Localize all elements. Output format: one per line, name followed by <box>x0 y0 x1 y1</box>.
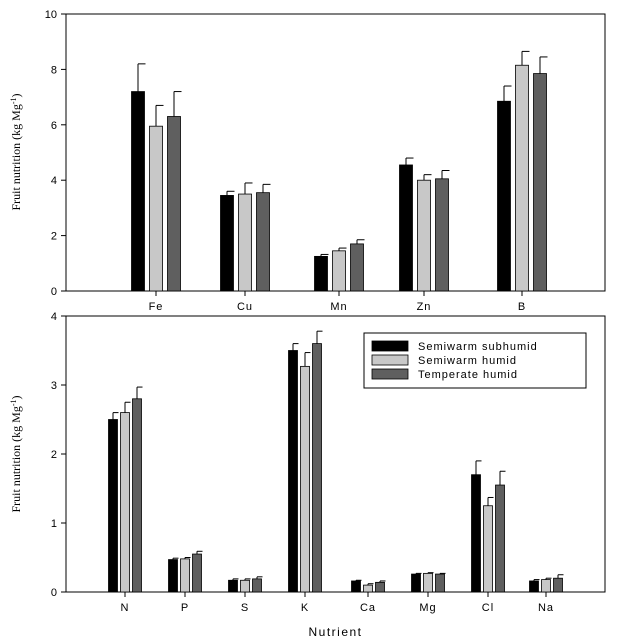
y-tick-label: 0 <box>51 286 57 298</box>
bar-k-series-2 <box>300 365 310 593</box>
bar-p-series-3 <box>192 553 202 593</box>
y-tick-label: 2 <box>51 449 57 461</box>
legend-label-1: Semiwarm subhumid <box>418 341 538 353</box>
bar-fe-series-1 <box>131 91 145 292</box>
x-tick-label-mg: Mg <box>419 602 436 614</box>
x-tick-label-n: N <box>121 602 130 614</box>
bar-mn-series-3 <box>350 243 364 292</box>
y-tick-label: 10 <box>45 9 57 21</box>
bar-na-series-3 <box>553 577 563 593</box>
bar-fe-series-3 <box>167 116 181 292</box>
legend-swatch-2 <box>371 354 409 366</box>
bar-s-series-1 <box>228 579 238 593</box>
bar-mg-series-3 <box>435 573 445 593</box>
bar-mn-series-1 <box>314 255 328 292</box>
y-tick-label: 4 <box>51 175 57 187</box>
bar-b-series-3 <box>533 73 547 292</box>
y-tick-label: 3 <box>51 380 57 392</box>
bar-ca-series-1 <box>351 580 361 593</box>
x-tick-label-cu: Cu <box>237 301 253 313</box>
x-tick-label-ca: Ca <box>360 602 376 614</box>
bar-ca-series-2 <box>363 584 373 593</box>
y-tick-label: 1 <box>51 518 57 530</box>
x-tick-label-b: B <box>518 301 526 313</box>
y-axis-title: Fruit nutrition (kg Mg-1) <box>9 93 23 210</box>
bar-s-series-2 <box>240 579 250 593</box>
bar-n-series-1 <box>108 419 118 593</box>
bar-b-series-1 <box>497 100 511 292</box>
x-axis-title: Nutrient <box>308 625 362 639</box>
y-tick-label: 6 <box>51 120 57 132</box>
bar-n-series-3 <box>132 398 142 593</box>
bar-p-series-1 <box>168 559 178 593</box>
legend-swatch-1 <box>371 340 409 352</box>
bar-cl-series-3 <box>495 484 505 593</box>
bar-ca-series-3 <box>375 581 385 593</box>
chart-panel-1: 0 2 4 6 8 10 Fruit nutrition (kg Mg-1) Fe Cu Mn Zn… <box>9 9 606 313</box>
bar-mg-series-2 <box>423 572 433 593</box>
bar-zn-series-3 <box>435 178 449 292</box>
bar-zn-series-1 <box>399 164 413 292</box>
x-tick-label-cl: Cl <box>482 602 494 614</box>
bar-cl-series-2 <box>483 505 493 593</box>
bar-n-series-2 <box>120 412 130 593</box>
chart-panel-2: 0 1 2 3 4 Fruit nutrition (kg Mg-1) N P S K Ca Mg Cl… <box>9 311 606 639</box>
x-tick-label-p: P <box>181 602 189 614</box>
y-axis-title: Fruit nutrition (kg Mg-1) <box>9 395 23 512</box>
x-tick-label-mn: Mn <box>330 301 347 313</box>
y-tick-label: 0 <box>51 587 57 599</box>
bar-na-series-1 <box>529 580 539 593</box>
bar-b-series-2 <box>515 64 529 292</box>
bar-p-series-2 <box>180 558 190 593</box>
bar-zn-series-2 <box>417 179 431 292</box>
x-tick-label-zn: Zn <box>417 301 432 313</box>
bar-cu-series-1 <box>220 195 234 292</box>
bar-k-series-3 <box>312 343 322 593</box>
legend: Semiwarm subhumid Semiwarm humid Temperate… <box>363 332 587 389</box>
legend-swatch-3 <box>371 368 409 380</box>
bar-mn-series-2 <box>332 250 346 292</box>
bar-cu-series-3 <box>256 192 270 292</box>
x-tick-label-na: Na <box>538 602 554 614</box>
x-tick-label-k: K <box>301 602 309 614</box>
bar-s-series-3 <box>252 578 262 593</box>
y-tick-label: 2 <box>51 231 57 243</box>
y-tick-label: 4 <box>51 311 57 323</box>
x-tick-label-s: S <box>241 602 249 614</box>
bar-mg-series-1 <box>411 573 421 593</box>
bar-fe-series-2 <box>149 125 163 292</box>
bar-k-series-1 <box>288 350 298 593</box>
legend-label-3: Temperate humid <box>418 369 518 381</box>
bar-cl-series-1 <box>471 474 481 593</box>
bar-cu-series-2 <box>238 193 252 292</box>
bar-na-series-2 <box>541 579 551 593</box>
y-tick-label: 8 <box>51 64 57 76</box>
legend-label-2: Semiwarm humid <box>418 355 517 367</box>
x-tick-label-fe: Fe <box>149 301 164 313</box>
